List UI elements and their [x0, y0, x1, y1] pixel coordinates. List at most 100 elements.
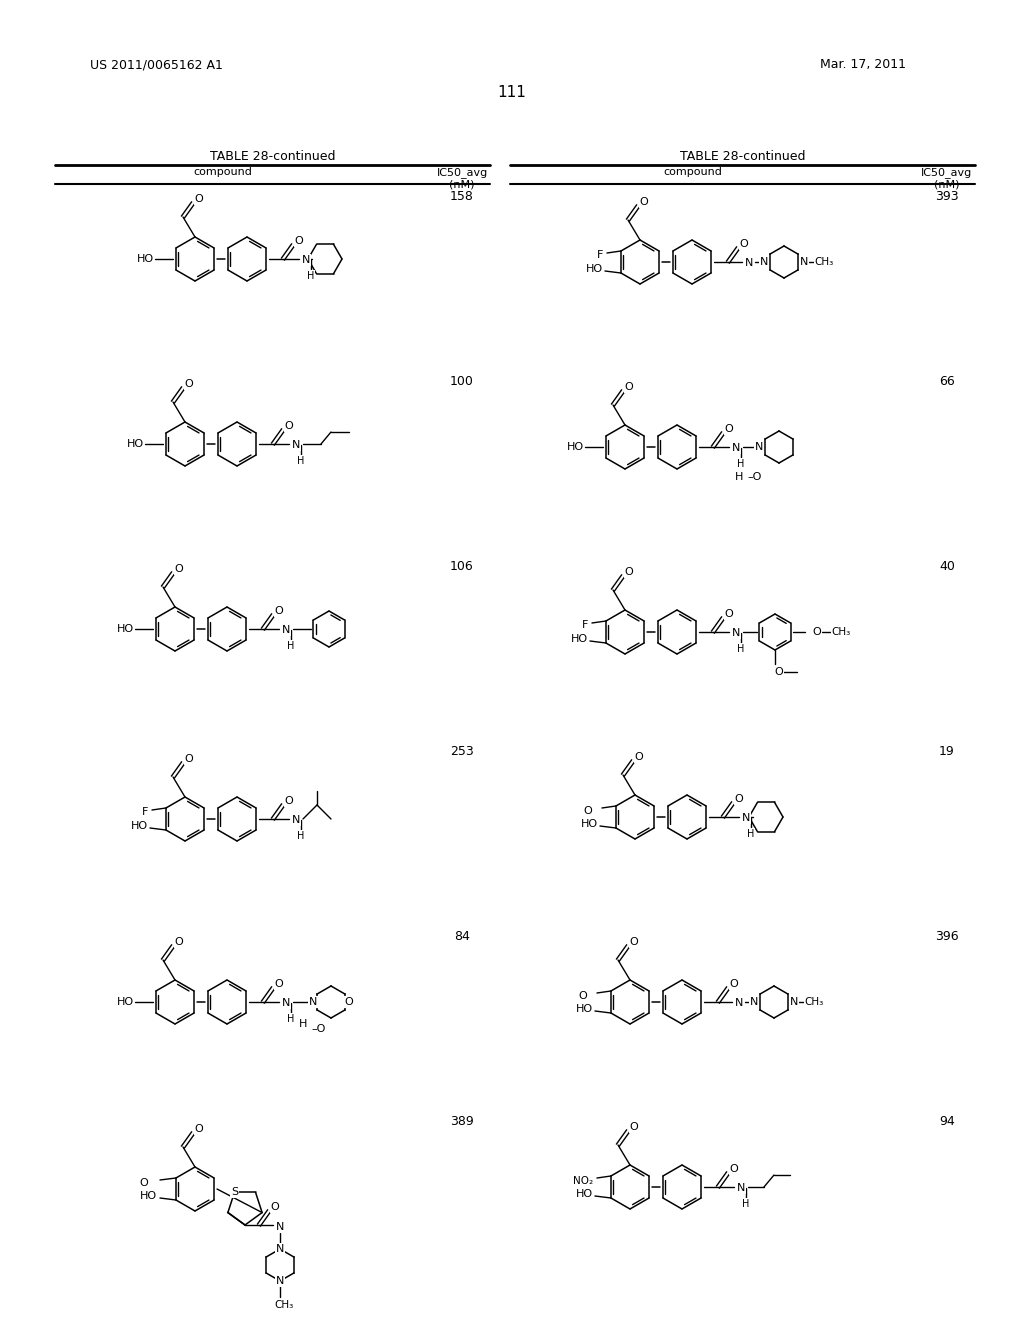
Text: N: N: [760, 257, 768, 267]
Text: CH₃: CH₃: [805, 997, 823, 1007]
Text: 66: 66: [939, 375, 954, 388]
Text: O: O: [730, 1164, 738, 1173]
Text: compound: compound: [664, 168, 722, 177]
Text: O: O: [270, 1203, 280, 1212]
Text: 253: 253: [451, 744, 474, 758]
Text: N: N: [282, 624, 290, 635]
Text: O: O: [725, 424, 733, 434]
Text: O: O: [640, 197, 648, 207]
Text: N: N: [755, 442, 763, 451]
Text: O: O: [584, 807, 592, 816]
Text: O: O: [195, 194, 204, 205]
Text: S: S: [230, 1188, 238, 1197]
Text: O: O: [195, 1125, 204, 1134]
Text: F: F: [141, 807, 148, 817]
Text: N: N: [292, 440, 300, 450]
Text: O: O: [625, 381, 634, 392]
Text: compound: compound: [194, 168, 252, 177]
Text: 389: 389: [451, 1115, 474, 1129]
Text: F: F: [597, 249, 603, 260]
Text: O: O: [579, 991, 588, 1001]
Text: O: O: [139, 1177, 148, 1188]
Text: O: O: [175, 937, 183, 946]
Text: –O: –O: [746, 473, 762, 482]
Text: O: O: [635, 752, 643, 762]
Text: N: N: [292, 814, 300, 825]
Text: N: N: [741, 813, 751, 822]
Text: US 2011/0065162 A1: US 2011/0065162 A1: [90, 58, 223, 71]
Text: 40: 40: [939, 560, 955, 573]
Text: 94: 94: [939, 1115, 954, 1129]
Text: H: H: [288, 642, 295, 651]
Text: H: H: [297, 832, 305, 841]
Text: NO₂: NO₂: [572, 1176, 593, 1185]
Text: CH₃: CH₃: [814, 257, 834, 267]
Text: H: H: [748, 829, 755, 840]
Text: H: H: [299, 1019, 307, 1030]
Text: O: O: [730, 979, 738, 989]
Text: H: H: [735, 473, 743, 482]
Text: N: N: [275, 1222, 285, 1232]
Text: O: O: [739, 239, 749, 249]
Text: 19: 19: [939, 744, 954, 758]
Text: O: O: [813, 627, 821, 638]
Text: HO: HO: [566, 442, 584, 451]
Text: 393: 393: [935, 190, 958, 203]
Text: O: O: [175, 564, 183, 574]
Text: O: O: [274, 606, 284, 616]
Text: N: N: [309, 997, 317, 1007]
Text: CH₃: CH₃: [274, 1300, 294, 1309]
Text: 106: 106: [451, 560, 474, 573]
Text: N: N: [737, 1183, 745, 1193]
Text: O: O: [345, 997, 353, 1007]
Text: 84: 84: [454, 931, 470, 942]
Text: IC50_avg
(nM): IC50_avg (nM): [922, 168, 973, 190]
Text: HO: HO: [586, 264, 602, 275]
Text: N: N: [744, 257, 754, 268]
Text: TABLE 28-continued: TABLE 28-continued: [680, 150, 805, 162]
Text: N: N: [275, 1243, 285, 1254]
Text: HO: HO: [575, 1189, 593, 1199]
Text: O: O: [630, 1122, 638, 1133]
Text: 100: 100: [451, 375, 474, 388]
Text: TABLE 28-continued: TABLE 28-continued: [210, 150, 335, 162]
Text: H: H: [288, 1014, 295, 1024]
Text: N: N: [800, 257, 808, 267]
Text: H: H: [742, 1199, 750, 1209]
Text: N: N: [790, 997, 798, 1007]
Text: N: N: [735, 998, 743, 1008]
Text: O: O: [285, 421, 293, 432]
Text: N: N: [275, 1276, 285, 1286]
Text: HO: HO: [139, 1191, 157, 1201]
Text: 158: 158: [451, 190, 474, 203]
Text: HO: HO: [117, 997, 133, 1007]
Text: IC50_avg
(nM): IC50_avg (nM): [436, 168, 487, 190]
Text: HO: HO: [570, 634, 588, 644]
Text: O: O: [295, 236, 303, 246]
Text: H: H: [307, 271, 314, 281]
Text: HO: HO: [575, 1005, 593, 1014]
Text: HO: HO: [126, 440, 143, 449]
Text: H: H: [737, 644, 744, 653]
Text: H: H: [737, 459, 744, 469]
Text: HO: HO: [130, 821, 147, 832]
Text: H: H: [297, 455, 305, 466]
Text: HO: HO: [581, 818, 598, 829]
Text: O: O: [184, 754, 194, 764]
Text: O: O: [630, 937, 638, 946]
Text: N: N: [750, 997, 758, 1007]
Text: O: O: [625, 568, 634, 577]
Text: N: N: [732, 444, 740, 453]
Text: HO: HO: [117, 624, 133, 634]
Text: N: N: [302, 255, 310, 265]
Text: N: N: [732, 628, 740, 638]
Text: N: N: [282, 998, 290, 1008]
Text: O: O: [734, 795, 743, 804]
Text: Mar. 17, 2011: Mar. 17, 2011: [820, 58, 906, 71]
Text: O: O: [184, 379, 194, 389]
Text: HO: HO: [136, 253, 154, 264]
Text: F: F: [582, 620, 588, 630]
Text: O: O: [725, 609, 733, 619]
Text: –O: –O: [311, 1024, 326, 1034]
Text: 396: 396: [935, 931, 958, 942]
